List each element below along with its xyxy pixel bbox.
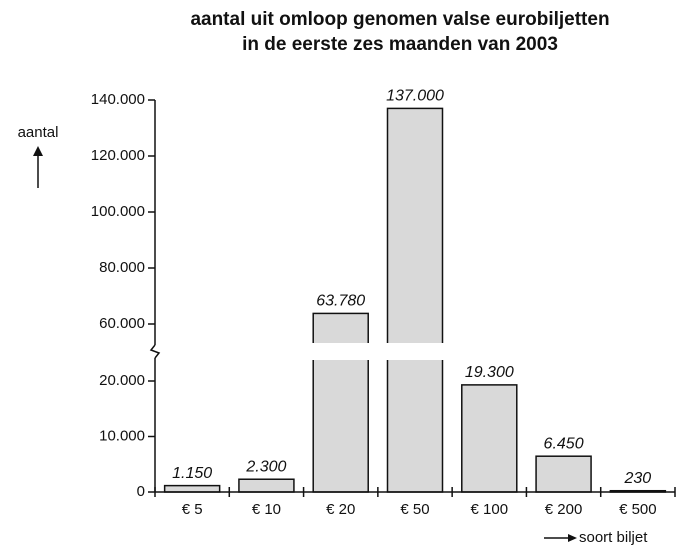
chart-title: aantal uit omloop genomen valse eurobilj…	[190, 9, 609, 30]
bar-break-gap	[311, 343, 371, 360]
y-tick-label: 120.000	[91, 147, 145, 164]
x-tick-label: € 50	[400, 501, 429, 518]
value-label: 137.000	[386, 88, 444, 105]
x-tick-label: € 200	[545, 501, 583, 518]
x-tick-label: € 5	[182, 501, 203, 518]
y-tick-label: 80.000	[99, 259, 145, 276]
bar-break-gap	[385, 343, 445, 360]
y-tick-label: 20.000	[99, 372, 145, 389]
bar	[238, 478, 295, 493]
axis-break	[149, 344, 161, 359]
value-label: 19.300	[465, 364, 514, 381]
y-tick-label: 0	[137, 483, 145, 500]
value-label: 230	[624, 470, 652, 487]
y-tick-label: 100.000	[91, 203, 145, 220]
x-arrow-head	[568, 534, 577, 542]
y-tick-label: 60.000	[99, 315, 145, 332]
x-tick-label: € 100	[471, 501, 509, 518]
y-arrow-head	[33, 146, 43, 156]
chart-title: in de eerste zes maanden van 2003	[242, 34, 558, 55]
x-tick-label: € 20	[326, 501, 355, 518]
x-axis-label: soort biljet	[579, 529, 648, 546]
x-tick-label: € 10	[252, 501, 281, 518]
value-label: 2.300	[245, 458, 286, 475]
value-label: 1.150	[172, 465, 212, 482]
value-label: 6.450	[544, 435, 584, 452]
x-tick-label: € 500	[619, 501, 657, 518]
y-axis-label: aantal	[18, 124, 59, 141]
bar	[312, 312, 369, 493]
bar	[535, 455, 592, 493]
bar	[386, 107, 444, 493]
bar	[163, 484, 221, 493]
value-label: 63.780	[316, 293, 365, 310]
bar	[461, 384, 518, 493]
y-tick-label: 10.000	[99, 427, 145, 444]
y-tick-label: 140.000	[91, 91, 145, 108]
